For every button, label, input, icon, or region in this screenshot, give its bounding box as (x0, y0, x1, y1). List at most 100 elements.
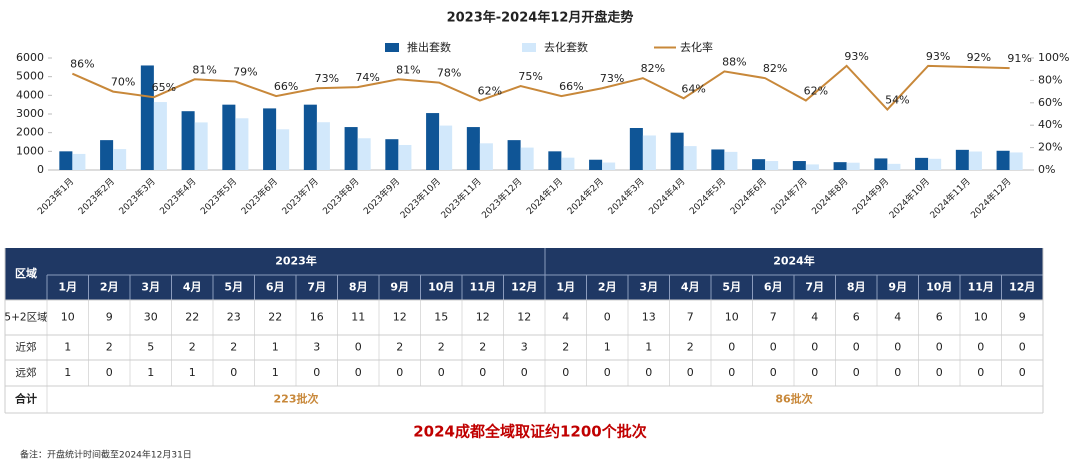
table-cell: 1 (189, 366, 196, 379)
y-tick-label: 5000 (16, 70, 44, 83)
bar (385, 139, 399, 170)
x-tick-label: 2024年9月 (850, 175, 891, 216)
table-cell: 2 (396, 341, 403, 354)
y-tick-label: 4000 (16, 88, 44, 101)
table-cell: 2 (230, 341, 237, 354)
month-header: 6月 (266, 281, 285, 294)
month-header: 7月 (805, 281, 824, 294)
table-cell: 5 (147, 341, 154, 354)
x-tick-label: 2024年5月 (687, 175, 728, 216)
table-cell: 0 (479, 366, 486, 379)
month-header: 12月 (511, 281, 537, 294)
month-header: 5月 (224, 281, 243, 294)
table-cell: 9 (106, 311, 113, 324)
y2-tick-label: 80% (1038, 73, 1062, 86)
bar (561, 157, 575, 170)
bar (426, 113, 440, 170)
x-tick-label: 2024年10月 (887, 175, 933, 221)
data-label: 62% (804, 85, 828, 98)
row-label: 远郊 (16, 366, 37, 379)
bar (833, 162, 847, 170)
table-cell: 0 (894, 366, 901, 379)
chart-title: 2023年-2024年12月开盘走势 (447, 10, 634, 26)
y-tick-label: 6000 (16, 51, 44, 64)
x-tick-label: 2023年12月 (479, 175, 525, 221)
data-label: 70% (111, 76, 135, 89)
bar (752, 159, 766, 170)
bar (113, 149, 127, 170)
bar (276, 129, 290, 170)
data-label: 66% (274, 80, 298, 93)
table-cell: 6 (936, 311, 943, 324)
table-cell: 12 (393, 311, 407, 324)
x-tick-label: 2024年1月 (524, 175, 565, 216)
month-header: 2月 (100, 281, 119, 294)
data-label: 62% (478, 85, 502, 98)
y-tick-label: 3000 (16, 107, 44, 120)
table-cell: 16 (310, 311, 324, 324)
table-cell: 15 (434, 311, 448, 324)
total-value: 86批次 (775, 392, 812, 406)
bar (153, 102, 167, 170)
month-header: 4月 (183, 281, 202, 294)
table-cell: 0 (438, 366, 445, 379)
data-label: 88% (722, 55, 746, 68)
x-tick-label: 2023年5月 (198, 175, 239, 216)
table-cell: 0 (770, 366, 777, 379)
table-cell: 0 (604, 311, 611, 324)
x-tick-label: 2024年3月 (605, 175, 646, 216)
table-cell: 2 (106, 341, 113, 354)
data-label: 54% (885, 94, 909, 107)
bar (479, 143, 493, 170)
data-label: 82% (763, 62, 787, 75)
x-tick-label: 2023年8月 (320, 175, 361, 216)
headline: 2024成都全域取证约1200个批次 (413, 423, 647, 441)
data-label: 92% (967, 51, 991, 64)
table-cell: 7 (687, 311, 694, 324)
bar (398, 144, 412, 170)
data-label: 82% (641, 62, 665, 75)
bar (792, 161, 806, 170)
x-tick-label: 2024年12月 (968, 175, 1014, 221)
table-cell: 0 (977, 366, 984, 379)
month-header: 8月 (349, 281, 368, 294)
table-cell: 13 (642, 311, 656, 324)
y-tick-label: 0 (37, 163, 44, 176)
table-cell: 1 (645, 341, 652, 354)
table-cell: 23 (227, 311, 241, 324)
x-tick-label: 2023年7月 (279, 175, 320, 216)
table-cell: 2 (687, 341, 694, 354)
table-cell: 0 (1019, 341, 1026, 354)
bar (805, 164, 819, 170)
x-tick-label: 2024年7月 (768, 175, 809, 216)
table-cell: 0 (894, 341, 901, 354)
table-cell: 0 (936, 366, 943, 379)
table-cell: 0 (604, 366, 611, 379)
x-tick-label: 2023年2月 (76, 175, 117, 216)
y2-tick-label: 60% (1038, 96, 1062, 109)
x-tick-label: 2023年10月 (398, 175, 444, 221)
data-label: 86% (70, 58, 94, 71)
data-label: 93% (926, 50, 950, 63)
bar (507, 140, 521, 170)
month-header: 10月 (428, 281, 454, 294)
table-cell: 0 (853, 366, 860, 379)
bar (642, 135, 656, 170)
table-cell: 0 (355, 341, 362, 354)
table-corner: 区域 (15, 266, 37, 280)
table-cell: 3 (313, 341, 320, 354)
x-tick-label: 2023年1月 (35, 175, 76, 216)
table-cell: 4 (562, 311, 569, 324)
legend-swatch (385, 43, 399, 52)
table-cell: 0 (936, 341, 943, 354)
bar (602, 162, 616, 170)
table-cell: 0 (645, 366, 652, 379)
table-cell: 6 (853, 311, 860, 324)
legend-swatch (522, 43, 536, 52)
table-cell: 10 (61, 311, 75, 324)
x-tick-label: 2023年9月 (361, 175, 402, 216)
bar (670, 132, 684, 170)
x-tick-label: 2024年11月 (927, 175, 973, 221)
year-header: 2024年 (773, 254, 815, 268)
